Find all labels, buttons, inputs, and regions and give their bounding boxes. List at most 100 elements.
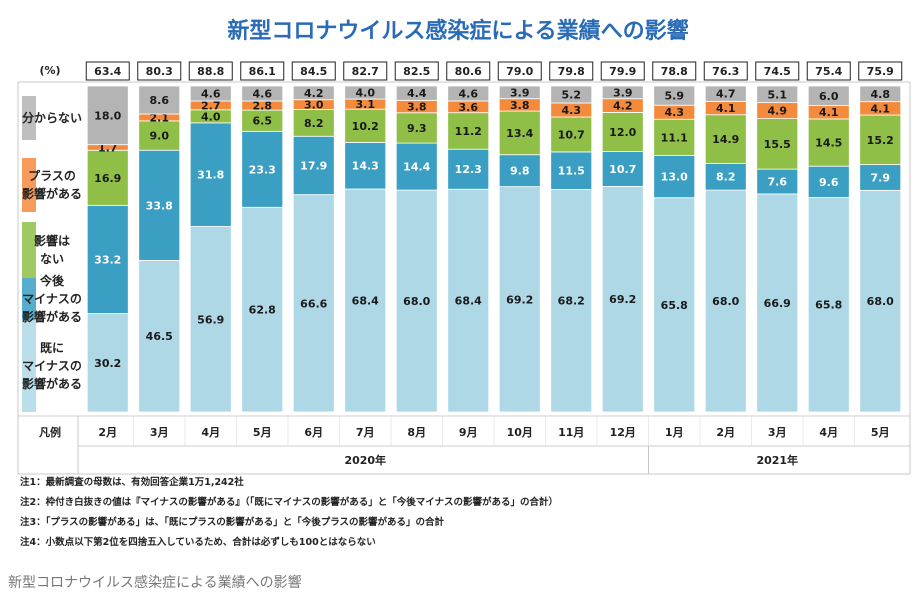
total-box	[652, 61, 697, 81]
data-label: 3.6	[459, 101, 479, 114]
legend-label: 影響がある	[22, 309, 82, 324]
bar-segment	[241, 85, 284, 102]
note-line: 注1：最新調査の母数は、有効回答企業1万1,242社	[20, 476, 244, 488]
legend-label: プラスの	[28, 168, 76, 183]
data-label: 2.1	[150, 111, 170, 124]
data-label: 3.8	[407, 101, 427, 114]
data-label: 68.4	[352, 295, 379, 308]
total-label: 80.6	[455, 65, 482, 78]
total-box	[858, 61, 903, 81]
month-label: 9月	[459, 426, 478, 439]
note-line: 注4：小数点以下第2位を四捨五入しているため、合計は必ずしも100とはならない	[20, 536, 376, 548]
bar-segment	[704, 189, 747, 413]
total-label: 74.5	[764, 65, 791, 78]
data-label: 3.0	[304, 99, 324, 112]
bar-segment	[756, 193, 799, 413]
bar-segment	[447, 148, 490, 190]
data-label: 18.0	[94, 109, 121, 122]
bar-segment	[807, 118, 850, 167]
data-label: 9.3	[407, 122, 427, 135]
data-label: 31.8	[197, 169, 224, 182]
total-box	[446, 61, 491, 81]
data-label: 23.3	[249, 163, 276, 176]
month-label: 10月	[507, 426, 533, 439]
data-label: 66.6	[300, 297, 327, 310]
bar-segment	[344, 108, 387, 143]
data-label: 4.6	[253, 87, 273, 100]
bar-segment	[550, 151, 593, 190]
figure-caption: 新型コロナウイルス感染症による業績への影響	[8, 575, 302, 591]
data-label: 10.2	[352, 120, 379, 133]
total-box	[85, 61, 130, 81]
bar-segment	[498, 110, 541, 156]
bar-segment	[344, 85, 387, 100]
total-label: 75.9	[867, 65, 894, 78]
bar-segment	[138, 120, 181, 151]
total-box	[755, 61, 800, 81]
data-label: 6.5	[253, 115, 273, 128]
data-label: 8.6	[150, 94, 170, 107]
total-label: 88.8	[197, 65, 224, 78]
legend: 凡例既にマイナスの影響がある今後マイナスの影響がある影響はないプラスの影響がある…	[22, 96, 82, 439]
data-label: 3.9	[613, 86, 633, 99]
data-label: 62.8	[249, 304, 276, 317]
total-label: 79.8	[558, 65, 585, 78]
bar-segment	[189, 122, 232, 227]
bar-segment	[447, 188, 490, 413]
year-label: 2021年	[756, 453, 798, 467]
stacked-bar-chart: 新型コロナウイルス感染症による業績への影響 (%) 63.4 30.2 33.2 16…	[17, 18, 911, 548]
data-label: 5.2	[562, 88, 582, 101]
month-label: 7月	[356, 426, 375, 439]
bar-segment	[601, 186, 644, 413]
legend-label: 影響は	[34, 233, 70, 248]
legend-swatch	[22, 96, 36, 140]
data-label: 14.3	[352, 160, 379, 173]
note-line: 注2：枠付き白抜きの値は『マイナスの影響がある』（「既にマイナスの影響がある」と…	[20, 496, 558, 508]
note-line: 注3：「プラスの影響がある」は、「既にプラスの影響がある」と「今後プラスの影響が…	[20, 516, 445, 528]
data-label: 69.2	[506, 293, 533, 306]
data-label: 15.2	[867, 134, 894, 147]
data-label: 65.8	[661, 299, 688, 312]
data-label: 2.7	[201, 99, 221, 112]
bar-segment	[395, 85, 438, 101]
data-label: 46.5	[146, 330, 173, 343]
data-label: 10.7	[558, 128, 585, 141]
data-label: 15.5	[764, 138, 791, 151]
legend-swatch	[22, 278, 36, 320]
bar-segment	[601, 85, 644, 100]
bar-segment	[344, 188, 387, 413]
data-label: 4.1	[716, 102, 736, 115]
total-label: 82.5	[403, 65, 430, 78]
data-label: 4.9	[768, 105, 788, 118]
data-label: 4.0	[201, 110, 221, 123]
data-label: 69.2	[609, 293, 636, 306]
month-label: 4月	[201, 426, 220, 439]
data-label: 4.2	[613, 100, 633, 113]
data-label: 4.6	[459, 87, 479, 100]
data-label: 3.1	[356, 98, 376, 111]
data-label: 5.9	[665, 90, 685, 103]
data-label: 7.9	[871, 171, 891, 184]
chart-frame	[17, 81, 911, 475]
data-label: 33.2	[94, 253, 121, 266]
total-label: 78.8	[661, 65, 688, 78]
legend-label: マイナスの	[22, 359, 82, 373]
bar-segment	[807, 85, 850, 106]
bar-segment	[86, 85, 129, 146]
data-label: 2.8	[253, 100, 273, 113]
data-label: 11.5	[558, 165, 585, 178]
bar-segment	[241, 130, 284, 208]
month-label: 3月	[150, 426, 169, 439]
bar-segment	[498, 154, 541, 188]
total-box	[240, 61, 285, 81]
bar-segment	[344, 141, 387, 190]
bar-segment	[601, 151, 644, 187]
bar-segment	[189, 226, 232, 413]
bar-segment	[550, 189, 593, 413]
data-label: 4.7	[716, 88, 736, 101]
data-label: 4.8	[871, 88, 891, 101]
bar-segment	[756, 168, 799, 195]
month-label: 2月	[98, 426, 117, 439]
data-label: 12.3	[455, 163, 482, 176]
bar-segment	[138, 260, 181, 413]
